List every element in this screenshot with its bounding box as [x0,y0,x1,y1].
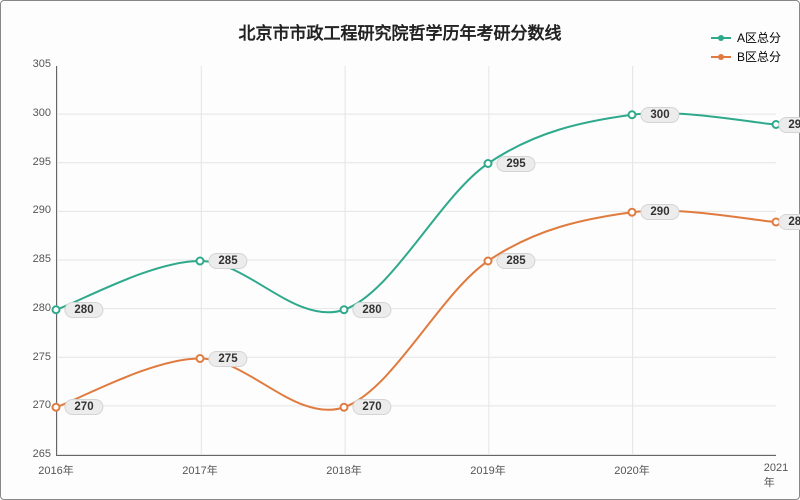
x-axis-label: 2016年 [38,462,73,478]
series-marker [53,306,60,313]
data-label: 290 [640,204,679,220]
data-label: 300 [640,107,679,123]
data-label: 285 [496,253,535,269]
chart-title: 北京市市政工程研究院哲学历年考研分数线 [1,19,799,44]
legend-swatch-a [711,37,731,39]
legend-item-b: B区总分 [711,48,781,65]
x-axis-label: 2020年 [614,462,649,478]
x-axis-label: 2018年 [326,462,361,478]
data-label: 289 [778,214,800,230]
data-label: 299 [778,117,800,133]
legend-label-a: A区总分 [737,29,781,46]
legend-swatch-b [711,56,731,58]
data-label: 270 [352,399,391,415]
line-layer [56,66,776,456]
y-axis-label: 275 [11,351,51,363]
data-label: 285 [208,253,247,269]
y-axis-label: 270 [11,399,51,411]
y-axis-label: 300 [11,107,51,119]
x-axis-label: 2019年 [470,462,505,478]
data-label: 280 [64,302,103,318]
legend: A区总分 B区总分 [711,29,781,67]
series-marker [53,404,60,411]
legend-label-b: B区总分 [737,48,781,65]
series-marker [629,209,636,216]
x-axis-label: 2017年 [182,462,217,478]
y-axis-label: 265 [11,448,51,460]
series-marker [485,160,492,167]
series-marker [629,111,636,118]
legend-item-a: A区总分 [711,29,781,46]
data-label: 295 [496,156,535,172]
series-line-1 [56,211,776,410]
y-axis-label: 295 [11,156,51,168]
series-marker [341,306,348,313]
series-marker [485,258,492,265]
data-label: 275 [208,351,247,367]
series-marker [197,258,204,265]
x-axis-label: 2021年 [764,462,788,490]
data-label: 270 [64,399,103,415]
y-axis-label: 285 [11,253,51,265]
y-axis-label: 290 [11,204,51,216]
series-marker [341,404,348,411]
y-axis-label: 305 [11,58,51,70]
series-marker [197,355,204,362]
data-label: 280 [352,302,391,318]
chart-container: 北京市市政工程研究院哲学历年考研分数线 A区总分 B区总分 265 270 275 2… [0,0,800,500]
y-axis-label: 280 [11,302,51,314]
